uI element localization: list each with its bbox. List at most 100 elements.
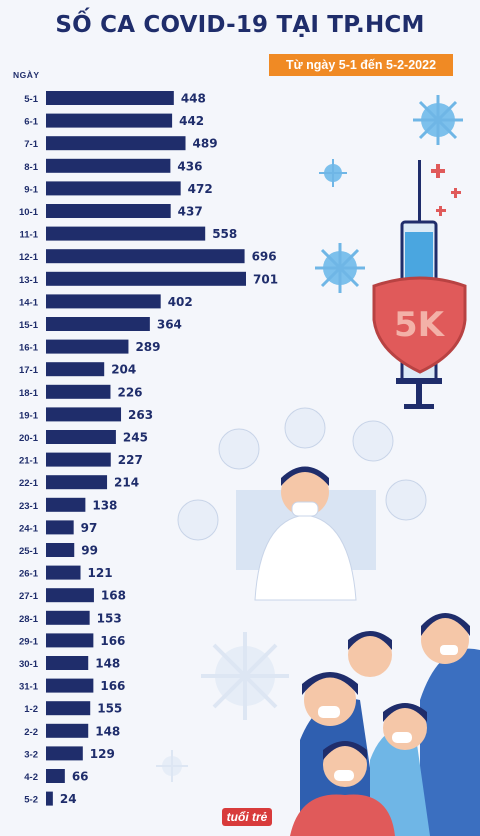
value-label: 701 [253,272,278,286]
value-label: 168 [101,589,126,603]
value-label: 66 [72,770,89,784]
category-label: 10-1 [19,207,39,218]
category-label: 18-1 [19,388,39,399]
bar [46,91,174,105]
category-label: 24-1 [19,523,39,534]
bar [46,136,186,151]
category-label: 2-2 [24,727,38,738]
category-label: 8-1 [24,162,38,173]
bar [46,588,94,603]
category-label: 3-2 [24,749,38,760]
value-label: 121 [88,566,113,580]
category-label: 22-1 [19,478,39,489]
category-label: 19-1 [19,410,39,421]
bar [46,339,129,354]
category-label: 14-1 [19,297,39,308]
value-label: 155 [97,702,122,716]
bar [46,497,86,512]
y-axis-label: NGÀY [13,70,40,80]
value-label: 138 [92,498,117,512]
chart-title: SỐ CA COVID-19 TẠI TP.HCM [55,12,425,38]
category-label: 6-1 [24,117,38,128]
category-label: 28-1 [19,614,39,625]
category-label: 30-1 [19,659,39,670]
bar [46,791,53,806]
category-label: 27-1 [19,591,39,602]
bar [46,769,65,783]
bar [46,181,181,196]
bar [46,204,171,218]
value-label: 99 [81,544,98,558]
value-label: 214 [114,476,139,490]
category-label: 20-1 [19,433,39,444]
virus-icon [413,95,463,145]
bar [46,656,89,670]
value-label: 129 [90,747,115,761]
value-label: 153 [97,611,122,625]
shield-5k-icon: 5K [372,276,467,374]
bar [46,384,111,399]
value-label: 263 [128,408,153,422]
bar [46,452,111,467]
bar [46,520,74,535]
virus-icon [201,632,289,720]
svg-text:5K: 5K [394,305,446,345]
bar [46,249,245,264]
category-label: 31-1 [19,682,39,693]
bar [46,158,171,173]
category-label: 11-1 [20,230,39,241]
value-label: 227 [118,453,143,467]
bar [46,475,108,490]
category-label: 13-1 [19,275,39,286]
value-label: 245 [123,431,148,445]
bar [46,565,81,580]
category-label: 15-1 [19,320,39,331]
category-label: 5-2 [24,795,38,806]
virus-icon [156,750,188,782]
bar [46,723,89,738]
category-label: 21-1 [19,456,39,467]
value-label: 97 [81,521,98,535]
virus-icon [315,243,365,293]
category-label: 9-1 [24,184,38,195]
value-label: 442 [179,114,204,128]
value-label: 364 [157,318,182,332]
category-label: 25-1 [19,546,39,557]
value-label: 148 [95,724,120,738]
bar [46,746,83,761]
crowd-illustration [290,613,480,836]
value-label: 204 [111,363,136,377]
bar [46,271,246,286]
bar [46,317,150,331]
value-label: 166 [100,634,125,648]
category-label: 26-1 [19,569,39,580]
bar [46,294,161,309]
chart-subtitle: Từ ngày 5-1 đến 5-2-2022 [269,54,453,76]
category-label: 29-1 [19,636,39,647]
value-label: 436 [177,159,202,173]
category-label: 12-1 [19,252,39,263]
bar [46,633,94,648]
category-label: 16-1 [19,343,39,354]
category-label: 4-2 [24,772,38,783]
bar [46,610,90,625]
value-label: 24 [60,792,77,806]
value-label: 289 [135,340,160,354]
bar [46,430,116,444]
bar [46,543,75,557]
value-label: 472 [188,182,213,196]
doctor-illustration [177,407,427,601]
value-label: 448 [181,92,206,106]
category-label: 5-1 [24,94,38,105]
value-label: 402 [168,295,193,309]
value-label: 226 [117,385,142,399]
plus-icon [431,164,461,216]
bar [46,701,91,716]
brand-logo: tuổi trẻ [222,808,272,826]
category-label: 17-1 [19,365,39,376]
value-label: 148 [95,657,120,671]
value-label: 558 [212,227,237,241]
bar [46,407,122,422]
